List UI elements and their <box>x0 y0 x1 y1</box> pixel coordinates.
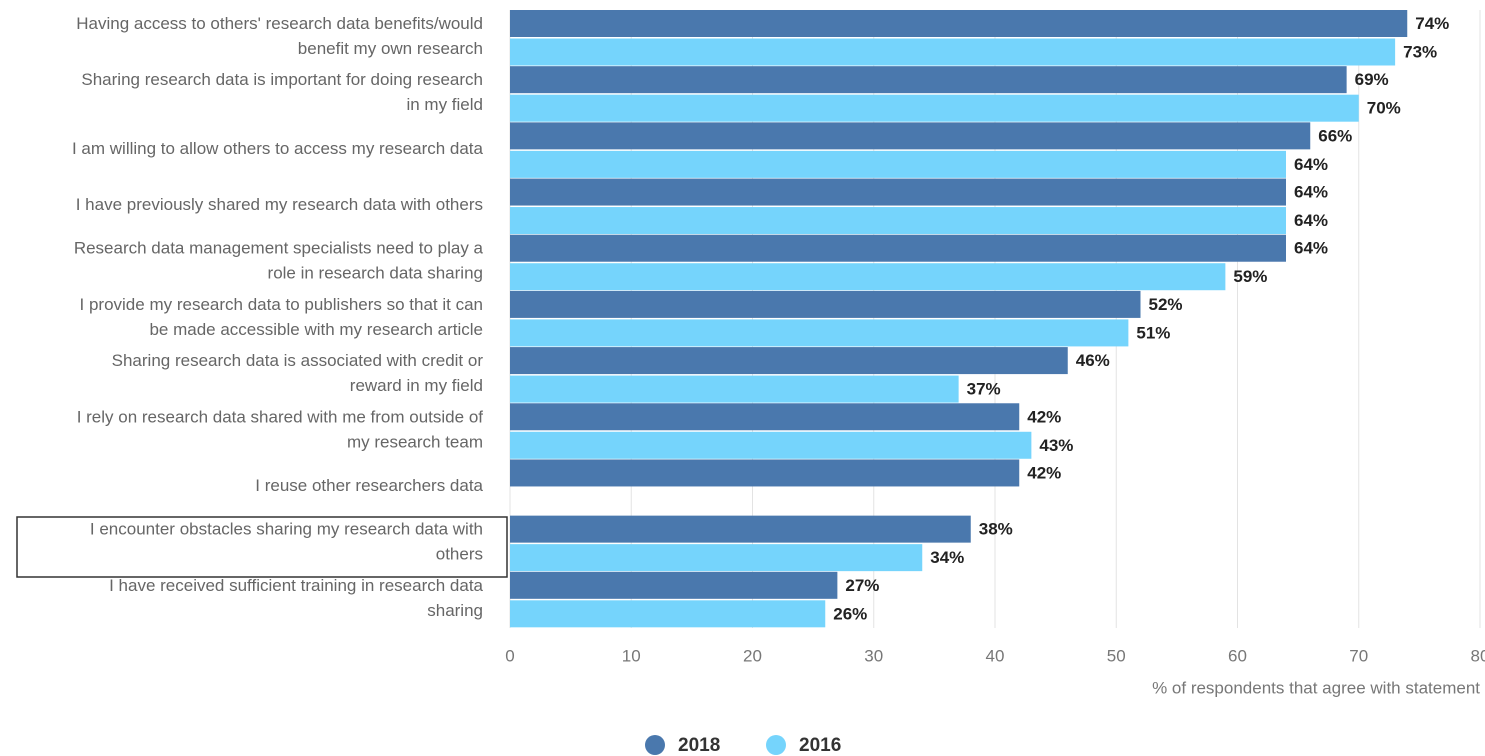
category-label: I provide my research data to publishers… <box>80 295 483 314</box>
x-tick-label: 10 <box>622 646 641 665</box>
legend-label: 2016 <box>799 735 841 756</box>
category-label: Sharing research data is important for d… <box>81 70 483 89</box>
value-label: 34% <box>930 548 964 567</box>
value-label: 42% <box>1027 407 1061 426</box>
x-tick-label: 0 <box>505 646 514 665</box>
value-label: 64% <box>1294 211 1328 230</box>
value-label: 46% <box>1076 351 1110 370</box>
value-label: 42% <box>1027 463 1061 482</box>
bar <box>510 150 1286 178</box>
bar <box>510 94 1359 122</box>
bar <box>510 178 1286 206</box>
value-label: 64% <box>1294 183 1328 202</box>
category-label: benefit my own research <box>298 39 483 58</box>
legend-marker <box>645 735 665 755</box>
value-label: 51% <box>1136 323 1170 342</box>
bar <box>510 375 959 403</box>
value-label: 66% <box>1318 126 1352 145</box>
bar <box>510 38 1396 66</box>
legend-label: 2018 <box>678 735 720 756</box>
value-label: 52% <box>1149 295 1183 314</box>
bar <box>510 600 826 628</box>
value-label: 73% <box>1403 42 1437 61</box>
x-tick-label: 70 <box>1349 646 1368 665</box>
value-label: 27% <box>845 576 879 595</box>
x-tick-label: 60 <box>1228 646 1247 665</box>
value-label: 74% <box>1415 14 1449 33</box>
bar <box>510 234 1286 262</box>
value-label: 70% <box>1367 99 1401 118</box>
category-label: I am willing to allow others to access m… <box>72 139 484 158</box>
legend-marker <box>766 735 786 755</box>
value-label: 37% <box>967 380 1001 399</box>
category-label: I encounter obstacles sharing my researc… <box>90 520 483 539</box>
bar <box>510 571 838 599</box>
bar <box>510 459 1020 487</box>
category-label: role in research data sharing <box>268 264 483 283</box>
bar <box>510 122 1311 150</box>
bar <box>510 66 1347 94</box>
category-label: be made accessible with my research arti… <box>149 320 483 339</box>
category-label: sharing <box>427 601 483 620</box>
category-label: my research team <box>347 432 483 451</box>
category-label: others <box>436 545 483 564</box>
bar <box>510 263 1226 291</box>
x-tick-label: 40 <box>986 646 1005 665</box>
category-label: reward in my field <box>350 376 483 395</box>
value-label: 59% <box>1233 267 1267 286</box>
category-label: I have previously shared my research dat… <box>76 195 483 214</box>
x-tick-label: 30 <box>864 646 883 665</box>
category-label: Having access to others' research data b… <box>76 14 483 33</box>
value-label: 64% <box>1294 155 1328 174</box>
category-label: I reuse other researchers data <box>255 476 483 495</box>
highlight-box <box>16 516 508 578</box>
value-label: 64% <box>1294 239 1328 258</box>
x-tick-label: 50 <box>1107 646 1126 665</box>
category-label: Research data management specialists nee… <box>74 239 484 258</box>
bar <box>510 403 1020 431</box>
category-label: in my field <box>406 95 483 114</box>
x-tick-label: 20 <box>743 646 762 665</box>
bar <box>510 290 1141 318</box>
bar <box>510 10 1408 37</box>
value-label: 26% <box>833 604 867 623</box>
value-label: 43% <box>1039 436 1073 455</box>
x-tick-label: 80 <box>1471 646 1485 665</box>
bar <box>510 319 1129 347</box>
category-label: Sharing research data is associated with… <box>112 351 484 370</box>
bar <box>510 431 1032 459</box>
bar <box>510 544 923 572</box>
x-axis-title: % of respondents that agree with stateme… <box>1152 678 1480 697</box>
value-label: 69% <box>1355 70 1389 89</box>
category-label: I have received sufficient training in r… <box>109 576 483 595</box>
bar <box>510 207 1286 235</box>
bar <box>510 347 1068 375</box>
category-label: I rely on research data shared with me f… <box>77 407 484 426</box>
bar <box>510 515 971 543</box>
value-label: 38% <box>979 520 1013 539</box>
